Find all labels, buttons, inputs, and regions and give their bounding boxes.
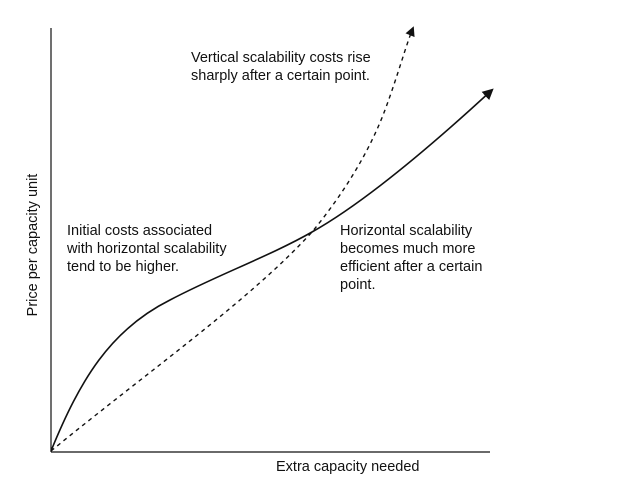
x-axis-label: Extra capacity needed [276, 459, 420, 475]
y-axis-label: Price per capacity unit [25, 173, 41, 317]
horizontal-scalability-annotation: Horizontal scalability becomes much more… [340, 222, 482, 294]
annotation-line: Horizontal scalability [340, 223, 473, 239]
annotation-line: Initial costs associated [67, 223, 213, 239]
annotation-line: becomes much more [340, 241, 476, 257]
annotation-line: point. [340, 277, 376, 293]
horizontal-scalability-curve [50, 88, 494, 452]
initial-costs-annotation: Initial costs associated with horizontal… [67, 222, 227, 276]
vertical-scalability-annotation: Vertical scalability costs rise sharply … [191, 49, 371, 85]
annotation-line: Vertical scalability costs rise [191, 50, 371, 66]
annotation-line: tend to be higher. [67, 259, 180, 275]
annotation-line: with horizontal scalability [67, 241, 227, 257]
annotation-line: sharply after a certain point. [191, 68, 370, 84]
vertical-scalability-curve [50, 26, 415, 452]
annotation-line: efficient after a certain [340, 259, 483, 275]
